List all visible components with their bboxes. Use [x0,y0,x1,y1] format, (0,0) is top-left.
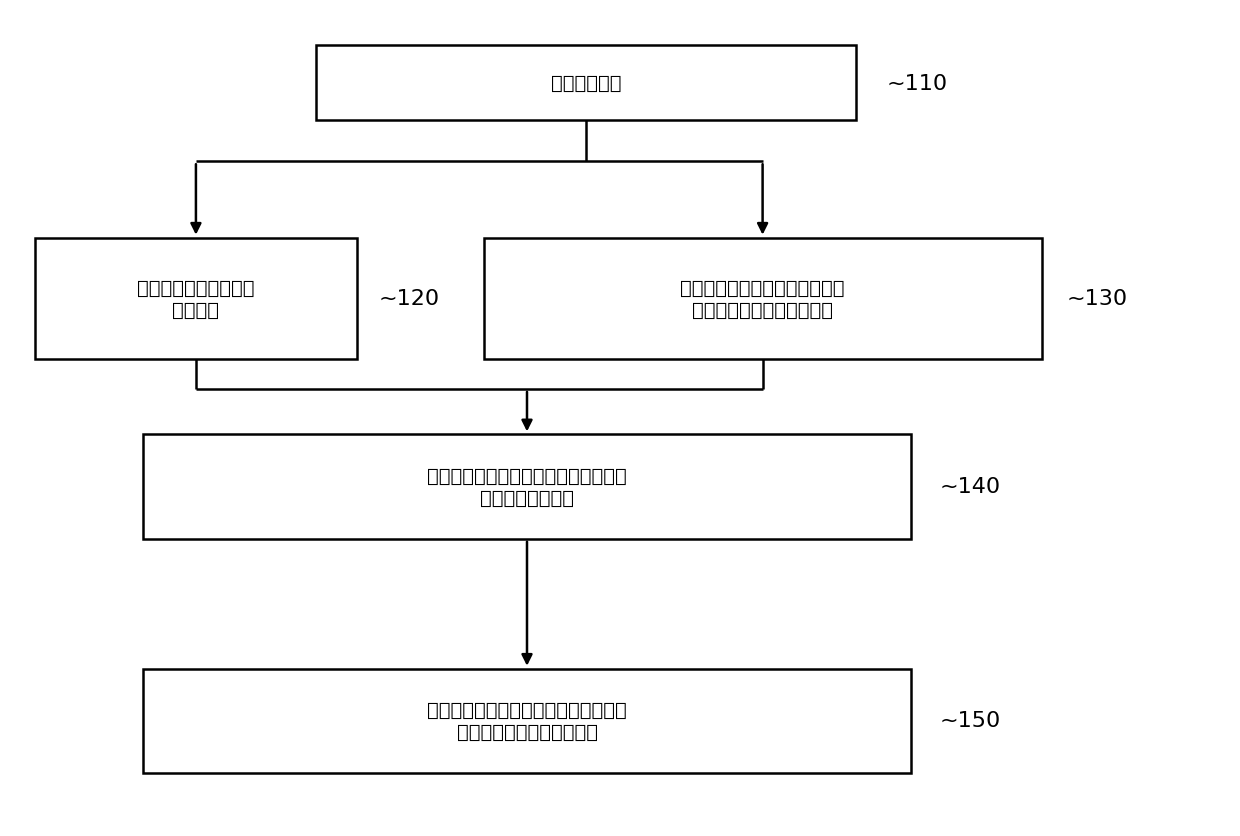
Text: ~130: ~130 [1066,288,1127,308]
Text: ~150: ~150 [940,711,1001,731]
Text: 根据人脸表观以及三维几何模型构建人
脸图像对应的三维人脸模型: 根据人脸表观以及三维几何模型构建人 脸图像对应的三维人脸模型 [427,701,627,742]
Text: ~120: ~120 [378,288,439,308]
Text: 对人脸图像中的人脸的边缘进行
滤波获得滤波后的人脸图像: 对人脸图像中的人脸的边缘进行 滤波获得滤波后的人脸图像 [681,278,844,319]
Bar [143,669,911,773]
Bar [35,238,357,359]
Bar [484,238,1042,359]
Text: 根据人脸图像构建三维
几何模型: 根据人脸图像构建三维 几何模型 [138,278,254,319]
Text: ~140: ~140 [940,477,1001,497]
Bar [143,435,911,539]
Bar [316,46,856,121]
Text: ~110: ~110 [887,74,947,94]
Text: 从滤波后的人脸图像中提取三维几何模
型对应的人脸表观: 从滤波后的人脸图像中提取三维几何模 型对应的人脸表观 [427,466,627,507]
Text: 获取人脸图像: 获取人脸图像 [551,74,621,93]
